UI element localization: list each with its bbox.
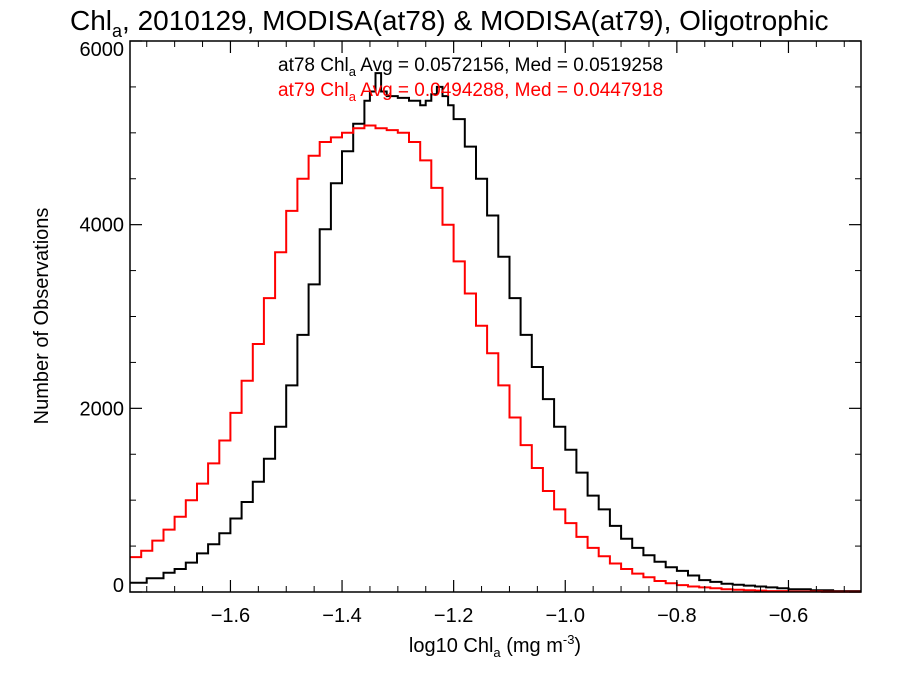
xlabel-part: )	[574, 635, 581, 657]
plot-frame	[129, 40, 862, 593]
x-tick-label: −1.4	[322, 605, 361, 627]
series-line-1	[130, 124, 861, 593]
title-part: , 2010129, MODISA(at78) & MODISA(at79), …	[122, 5, 829, 36]
annotation-part: at78 Chl	[278, 55, 349, 76]
x-axis-label: log10 Chla (mg m-3)	[409, 632, 581, 660]
y-tick-label: 4000	[80, 215, 125, 237]
title-part: Chl	[70, 5, 112, 36]
annotation-subscript: a	[349, 89, 357, 104]
xlabel-part: log10 Chl	[409, 635, 494, 657]
x-tick-label: −1.2	[434, 605, 473, 627]
y-tick-label: 6000	[80, 39, 125, 61]
annotation-part: at79 Chl	[278, 80, 349, 101]
xlabel-subscript: a	[493, 645, 501, 660]
chart-title: Chla, 2010129, MODISA(at78) & MODISA(at7…	[70, 5, 829, 41]
annotation-at78: at78 Chla Avg = 0.0572156, Med = 0.05192…	[278, 55, 663, 79]
title-subscript: a	[112, 21, 123, 41]
y-axis-label: Number of Observations	[31, 208, 53, 425]
annotation-subscript: a	[349, 64, 357, 79]
y-axis: 0 2000 4000 6000	[80, 39, 861, 597]
x-axis: −1.6 −1.4 −1.2 −1.0 −0.8 −0.6	[146, 41, 845, 627]
annotation-part: Avg = 0.0494288, Med = 0.0447918	[356, 80, 663, 101]
series-line-0	[130, 72, 861, 593]
annotation-part: Avg = 0.0572156, Med = 0.0519258	[356, 55, 663, 76]
y-tick-label: 0	[113, 575, 124, 597]
xlabel-superscript: -3	[563, 632, 575, 647]
x-tick-label: −0.8	[657, 605, 696, 627]
x-tick-label: −0.6	[769, 605, 808, 627]
annotation-at79: at79 Chla Avg = 0.0494288, Med = 0.04479…	[278, 80, 663, 104]
x-tick-label: −1.0	[546, 605, 585, 627]
xlabel-part: (mg m	[501, 635, 563, 657]
plot-series	[130, 72, 861, 593]
y-tick-label: 2000	[80, 398, 125, 420]
x-tick-label: −1.6	[211, 605, 250, 627]
